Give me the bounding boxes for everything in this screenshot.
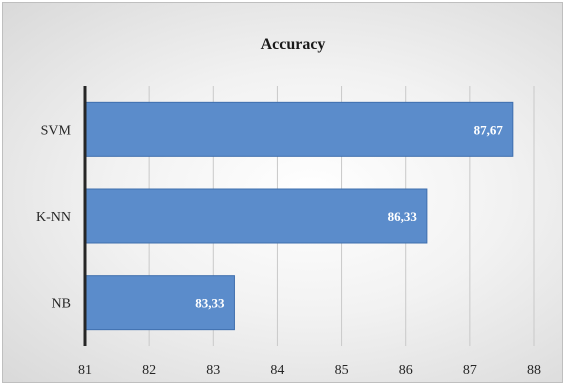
data-label: 86,33: [388, 209, 418, 224]
data-label: 83,33: [195, 296, 225, 311]
x-tick-label: 84: [270, 363, 284, 378]
x-tick-label: 86: [399, 363, 413, 378]
bar-nb: [84, 275, 235, 331]
data-labels: 87,67 86,33 83,33: [195, 122, 503, 310]
category-label: K-NN: [36, 210, 71, 225]
bar-svm: [84, 101, 514, 157]
category-label: SVM: [41, 123, 72, 138]
bar-k-nn: [84, 188, 428, 244]
category-label: NB: [52, 297, 71, 312]
value-axis-ticks: 81 82 83 84 85 86 87 88: [78, 363, 541, 378]
x-tick-label: 85: [335, 363, 349, 378]
x-tick-label: 88: [527, 363, 541, 378]
category-labels: SVM K-NN NB: [36, 123, 72, 311]
data-label: 87,67: [474, 122, 504, 137]
x-tick-label: 81: [78, 363, 92, 378]
bars: [84, 101, 514, 331]
chart-title: Accuracy: [261, 36, 326, 53]
x-tick-label: 87: [463, 363, 477, 378]
x-tick-label: 83: [206, 363, 220, 378]
x-tick-label: 82: [142, 363, 156, 378]
